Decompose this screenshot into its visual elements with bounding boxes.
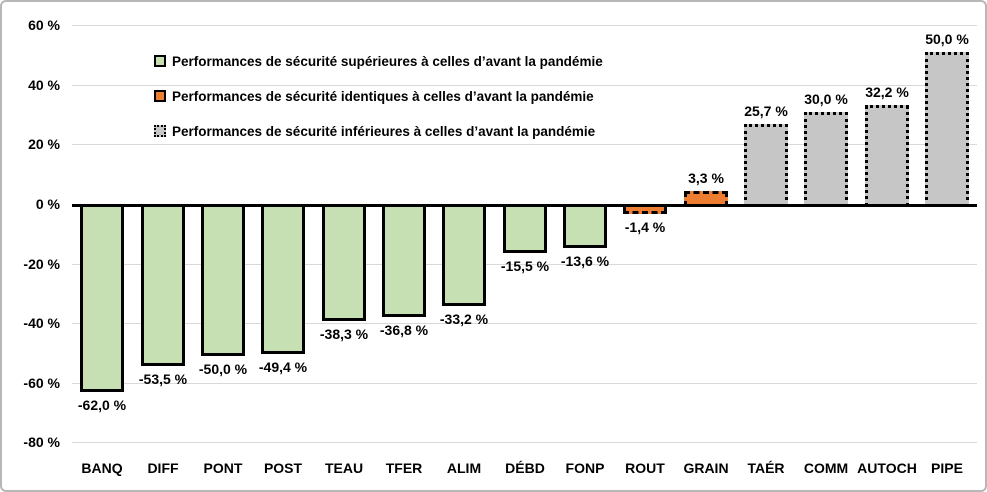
bar-DÉBD (503, 204, 547, 253)
legend-label-identical: Performances de sécurité identiques à ce… (172, 88, 594, 104)
bar-FONP (563, 204, 607, 248)
bar-value-label-DIFF: -53,5 % (138, 371, 188, 387)
bar-value-label-BANQ: -62,0 % (77, 397, 127, 413)
legend-item-identical: Performances de sécurité identiques à ce… (154, 87, 603, 105)
bar-value-label-FONP: -13,6 % (560, 253, 610, 269)
legend-label-inferior: Performances de sécurité inférieures à c… (172, 123, 596, 139)
y-axis-tick-label: -60 % (23, 375, 60, 391)
legend-item-inferior: Performances de sécurité inférieures à c… (154, 122, 603, 140)
gridline (72, 442, 977, 443)
gridline (72, 144, 977, 145)
x-axis-category-label-POST: POST (263, 460, 303, 476)
bar-value-label-DÉBD: -15,5 % (500, 258, 550, 274)
bar-ALIM (442, 204, 486, 306)
bar-DIFF (141, 204, 185, 366)
bar-value-label-COMM: 30,0 % (804, 91, 848, 107)
bar-BANQ (80, 204, 124, 392)
bar-value-label-AUTOCH: 32,2 % (865, 84, 909, 100)
x-axis-category-label-ROUT: ROUT (625, 460, 665, 476)
bar-value-label-TAÉR: 25,7 % (744, 103, 788, 119)
bar-value-label-TFER: -36,8 % (379, 322, 429, 338)
bar-TFER (382, 204, 426, 317)
legend-marker-inferior-icon (154, 125, 166, 137)
legend-marker-superior-icon (154, 55, 166, 67)
bar-TEAU (322, 204, 366, 321)
zero-axis-line (72, 204, 977, 207)
gridline (72, 264, 977, 265)
x-axis-category-label-BANQ: BANQ (81, 460, 123, 476)
y-axis-tick-label: -80 % (23, 434, 60, 450)
x-axis-category-label-COMM: COMM (803, 460, 849, 476)
x-axis-category-label-GRAIN: GRAIN (683, 460, 729, 476)
x-axis-category-label-TEAU: TEAU (324, 460, 364, 476)
bar-value-label-GRAIN: 3,3 % (688, 170, 724, 186)
x-axis-category-label-PIPE: PIPE (931, 460, 963, 476)
y-axis-tick-label: 20 % (28, 136, 60, 152)
x-axis-category-label-PONT: PONT (203, 460, 243, 476)
x-axis-category-label-AUTOCH: AUTOCH (857, 460, 917, 476)
gridline (72, 323, 977, 324)
bar-value-label-POST: -49,4 % (258, 359, 308, 375)
y-axis-tick-label: -20 % (23, 256, 60, 272)
bar-value-label-TEAU: -38,3 % (319, 326, 369, 342)
x-axis-category-label-DÉBD: DÉBD (505, 460, 545, 476)
x-axis-category-label-DIFF: DIFF (147, 460, 179, 476)
x-axis-category-label-TAÉR: TAÉR (747, 460, 785, 476)
bar-value-label-PIPE: 50,0 % (925, 31, 969, 47)
bar-value-label-ROUT: -1,4 % (624, 219, 666, 235)
bar-POST (261, 204, 305, 354)
x-axis-category-label-FONP: FONP (565, 460, 605, 476)
bar-PIPE (925, 52, 969, 207)
gridline (72, 85, 977, 86)
gridline (72, 25, 977, 26)
y-axis-tick-label: -40 % (23, 315, 60, 331)
bar-PONT (201, 204, 245, 356)
bar-COMM (804, 112, 848, 207)
bar-TAÉR (744, 124, 788, 207)
legend-item-superior: Performances de sécurité supérieures à c… (154, 52, 603, 70)
bar-value-label-ALIM: -33,2 % (439, 311, 489, 327)
y-axis-tick-label: 40 % (28, 77, 60, 93)
y-axis-tick-label: 0 % (35, 196, 60, 212)
x-axis-category-label-TFER: TFER (385, 460, 423, 476)
bar-AUTOCH (865, 105, 909, 207)
legend: Performances de sécurité supérieures à c… (154, 52, 603, 140)
legend-label-superior: Performances de sécurité supérieures à c… (172, 53, 603, 69)
x-axis-category-label-ALIM: ALIM (446, 460, 482, 476)
bar-value-label-PONT: -50,0 % (198, 361, 248, 377)
legend-marker-identical-icon (154, 90, 166, 102)
gridline (72, 383, 977, 384)
y-axis-tick-label: 60 % (28, 17, 60, 33)
